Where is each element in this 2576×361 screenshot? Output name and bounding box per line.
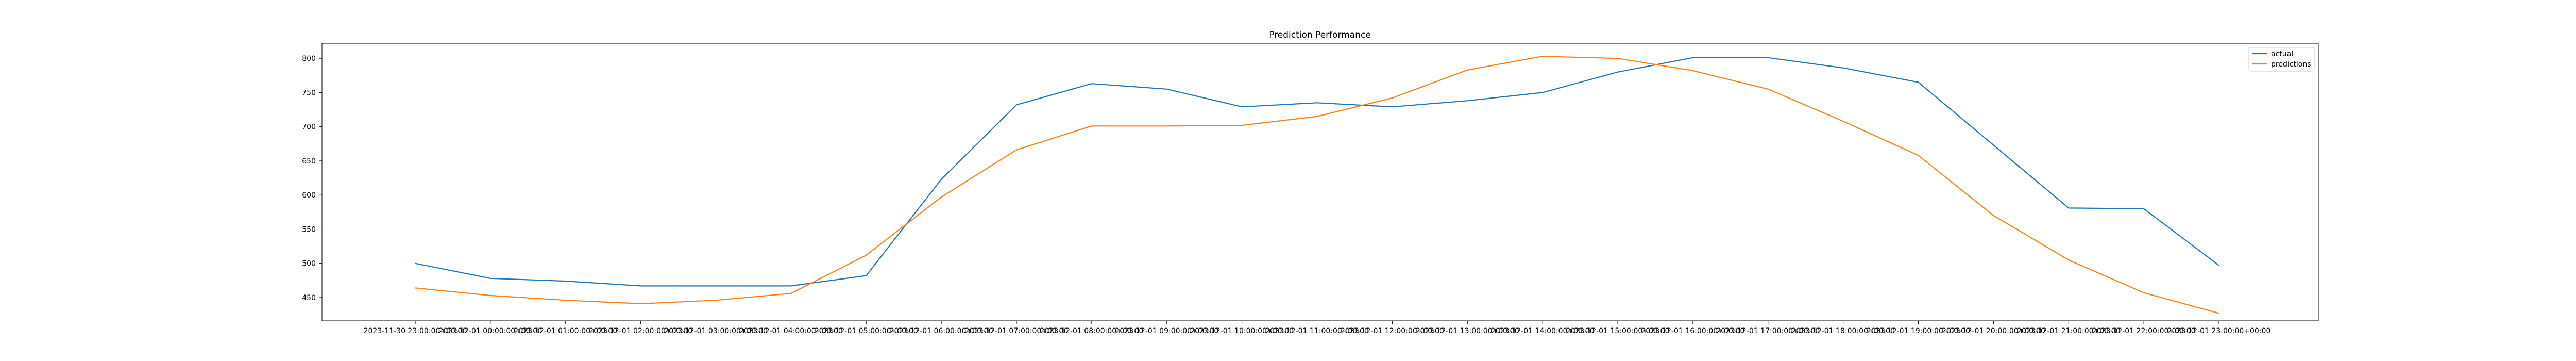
x-tick-label: 2023-12-01 09:00:00+00:00	[1115, 327, 1218, 335]
data-point-actual	[2217, 264, 2221, 267]
x-tick-label: 2023-12-01 19:00:00+00:00	[1867, 327, 1970, 335]
data-point-actual	[789, 284, 792, 287]
data-point-predictions	[1842, 120, 1845, 123]
data-point-predictions	[715, 299, 718, 302]
data-point-actual	[414, 262, 417, 265]
data-point-predictions	[2217, 311, 2221, 315]
data-point-predictions	[1015, 149, 1018, 152]
x-tick-label: 2023-12-01 15:00:00+00:00	[1566, 327, 1670, 335]
series-line-predictions	[415, 56, 2219, 314]
data-point-actual	[1015, 103, 1018, 106]
data-point-actual	[1466, 99, 1469, 102]
data-point-predictions	[1691, 69, 1694, 72]
data-point-predictions	[1241, 124, 1244, 127]
x-tick-label: 2023-12-01 06:00:00+00:00	[890, 327, 993, 335]
y-tick-label: 650	[302, 157, 316, 166]
data-point-actual	[940, 178, 943, 181]
x-tick-label: 2023-12-01 22:00:00+00:00	[2092, 327, 2196, 335]
data-point-predictions	[940, 195, 943, 199]
data-point-actual	[1992, 143, 1995, 146]
y-tick-label: 600	[302, 191, 316, 200]
plot-area	[321, 43, 2319, 321]
data-point-actual	[489, 277, 492, 280]
x-tick-label: 2023-12-01 14:00:00+00:00	[1491, 327, 1595, 335]
data-point-actual	[1241, 105, 1244, 108]
x-tick-label: 2023-12-01 20:00:00+00:00	[1942, 327, 2045, 335]
x-tick-label: 2023-12-01 02:00:00+00:00	[589, 327, 692, 335]
x-tick-label: 2023-12-01 04:00:00+00:00	[739, 327, 843, 335]
data-point-predictions	[1090, 124, 1093, 127]
x-tick-label: 2023-12-01 11:00:00+00:00	[1265, 327, 1369, 335]
data-point-actual	[2142, 207, 2145, 210]
data-point-predictions	[1992, 214, 1995, 217]
data-point-actual	[715, 284, 718, 287]
data-point-actual	[1391, 105, 1394, 108]
x-tick-label: 2023-12-01 23:00:00+00:00	[2167, 327, 2271, 335]
data-point-predictions	[639, 302, 642, 305]
x-tick-label: 2023-12-01 17:00:00+00:00	[1716, 327, 1820, 335]
x-tick-label: 2023-12-01 08:00:00+00:00	[1040, 327, 1143, 335]
data-point-actual	[2067, 206, 2070, 209]
x-tick-label: 2023-12-01 07:00:00+00:00	[965, 327, 1069, 335]
y-tick-label: 500	[302, 260, 316, 268]
data-point-actual	[639, 284, 642, 287]
data-point-predictions	[1917, 154, 1920, 157]
x-tick-label: 2023-12-01 16:00:00+00:00	[1641, 327, 1744, 335]
data-point-predictions	[2067, 258, 2070, 261]
data-point-predictions	[1767, 88, 1770, 91]
data-point-predictions	[1616, 57, 1619, 60]
data-point-actual	[1917, 81, 1920, 84]
data-point-predictions	[1391, 96, 1394, 100]
y-axis: 450 500 550 600 650 700 750 800	[302, 55, 322, 302]
data-point-actual	[564, 280, 567, 283]
data-point-actual	[865, 274, 868, 277]
data-point-predictions	[789, 292, 792, 295]
y-tick-label: 550	[302, 225, 316, 234]
data-point-predictions	[1466, 69, 1469, 72]
data-point-predictions	[489, 294, 492, 297]
data-point-predictions	[564, 299, 567, 302]
x-tick-label: 2023-12-01 12:00:00+00:00	[1341, 327, 1444, 335]
legend-label-actual: actual	[2271, 50, 2293, 58]
x-tick-label: 2023-12-01 21:00:00+00:00	[2017, 327, 2121, 335]
y-tick-label: 700	[302, 123, 316, 132]
chart-title: Prediction Performance	[1269, 30, 1371, 40]
y-tick-label: 800	[302, 55, 316, 63]
x-tick-label: 2023-12-01 18:00:00+00:00	[1791, 327, 1895, 335]
x-tick-label: 2023-12-01 10:00:00+00:00	[1190, 327, 1294, 335]
data-point-actual	[1691, 56, 1694, 59]
legend: actual predictions	[2248, 47, 2315, 72]
series-line-actual	[415, 57, 2219, 287]
data-point-predictions	[2142, 291, 2145, 294]
data-point-predictions	[1541, 55, 1544, 58]
x-tick-label: 2023-12-01 05:00:00+00:00	[815, 327, 918, 335]
data-point-predictions	[1316, 115, 1319, 118]
x-tick-label: 2023-12-01 03:00:00+00:00	[664, 327, 768, 335]
x-tick-label: 2023-11-30 23:00:00+00:00	[364, 327, 467, 335]
data-point-actual	[1842, 67, 1845, 70]
data-point-predictions	[865, 254, 868, 257]
data-point-predictions	[1165, 124, 1168, 127]
data-point-actual	[1616, 71, 1619, 74]
x-tick-label: 2023-12-01 13:00:00+00:00	[1416, 327, 1519, 335]
data-point-actual	[1316, 101, 1319, 104]
series-layer	[414, 55, 2221, 315]
data-point-predictions	[414, 286, 417, 289]
data-point-actual	[1767, 56, 1770, 59]
y-tick-label: 450	[302, 294, 316, 302]
data-point-actual	[1165, 88, 1168, 91]
x-tick-label: 2023-12-01 00:00:00+00:00	[438, 327, 542, 335]
legend-label-predictions: predictions	[2271, 60, 2311, 69]
y-tick-label: 750	[302, 89, 316, 97]
data-point-actual	[1541, 91, 1544, 94]
data-point-actual	[1090, 82, 1093, 85]
x-tick-label: 2023-12-01 01:00:00+00:00	[514, 327, 617, 335]
